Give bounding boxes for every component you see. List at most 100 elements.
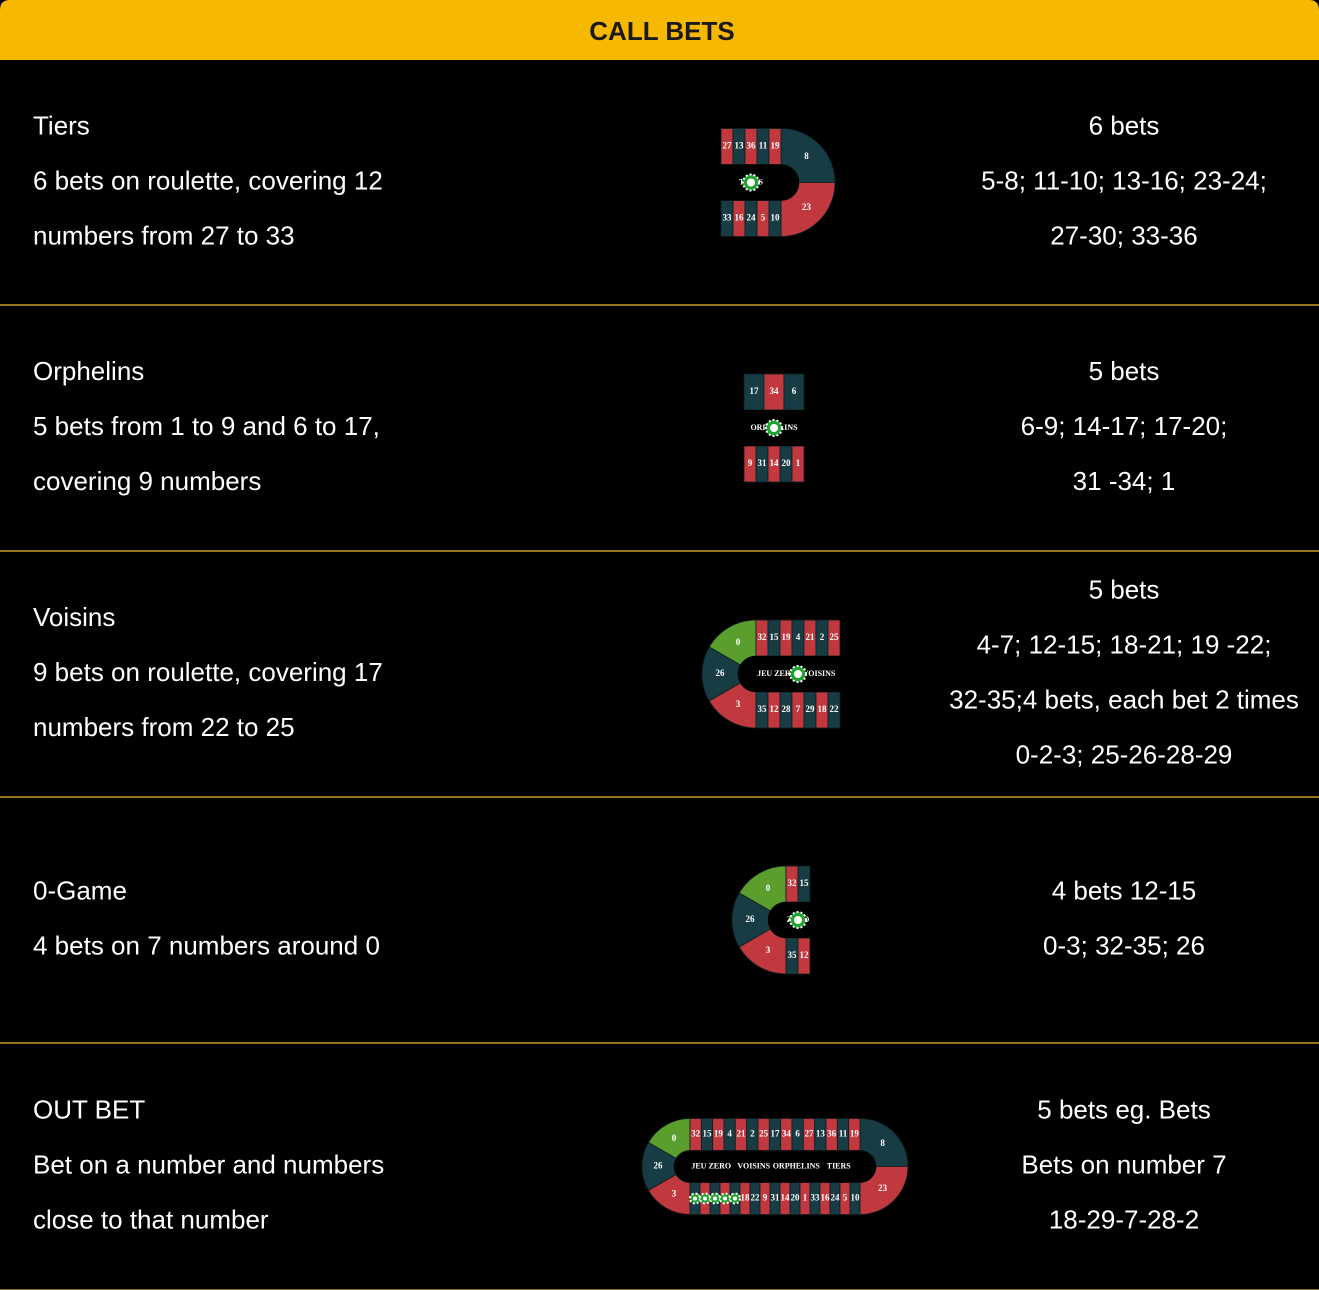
track-number: 23 [878,1183,888,1193]
track-number: 0 [766,883,771,893]
header-title: CALL BETS [589,16,734,46]
bet-detail: 31 -34; 1 [1073,466,1176,496]
track-label: VOISINS [803,669,836,678]
track-number: 13 [816,1129,826,1139]
chip-center [693,1196,697,1201]
bet-detail: 32-35;4 bets, each bet 2 times [949,684,1299,714]
track-number: 22 [830,704,840,714]
bet-detail: 6 bets [1089,110,1160,140]
track-number: 32 [691,1129,701,1139]
track-number: 3 [766,945,771,955]
track-number: 15 [770,632,780,642]
track-number: 34 [770,386,780,396]
row-name: Tiers [33,110,90,140]
track-number: 31 [758,458,768,468]
track-number: 32 [758,632,768,642]
track-number: 12 [770,704,780,714]
chip-center [713,1196,717,1201]
track-number: 1 [796,458,801,468]
bet-detail: 4-7; 12-15; 18-21; 19 -22; [977,629,1272,659]
track-number: 15 [800,878,810,888]
track-number: 10 [851,1193,861,1203]
track-number: 13 [735,141,745,151]
track-number: 16 [821,1193,831,1203]
track-number: 20 [782,458,792,468]
bet-detail: 6-9; 14-17; 17-20; [1021,411,1228,441]
track-label: JEU ZERO [691,1161,731,1170]
row-description: 9 bets on roulette, covering 17 [33,657,383,687]
row-name: Voisins [33,602,115,632]
track-number: 27 [805,1129,815,1139]
track-number: 29 [806,704,816,714]
track-number: 2 [750,1129,755,1139]
bet-detail: Bets on number 7 [1021,1149,1226,1179]
track-center [690,1150,860,1183]
track-number: 2 [820,632,825,642]
track-number: 0 [672,1133,677,1143]
track-number: 18 [818,704,828,714]
row-name: Orphelins [33,356,144,386]
track-number: 26 [746,914,756,924]
track-number: 16 [735,213,745,223]
track-number: 21 [806,632,816,642]
track-number: 18 [741,1193,751,1203]
chip-center [794,670,802,678]
track-number: 22 [751,1193,761,1203]
track-number: 27 [723,141,733,151]
track-label: TIERS [827,1161,852,1170]
chip-center [733,1196,737,1201]
chip-center [747,178,755,187]
track-number: 17 [750,386,760,396]
row-description: 6 bets on roulette, covering 12 [33,165,383,195]
track-number: 7 [796,704,801,714]
track-number: 35 [788,950,798,960]
track-number: 25 [830,632,840,642]
track-number: 6 [795,1129,800,1139]
track-number: 20 [791,1193,801,1203]
track-number: 33 [723,213,733,223]
bet-detail: 4 bets 12-15 [1052,875,1197,905]
track-number: 32 [788,878,798,888]
track-number: 19 [714,1129,724,1139]
track-number: 8 [804,151,809,161]
track-number: 33 [811,1193,821,1203]
track-number: 28 [782,704,792,714]
row-name: 0-Game [33,875,127,905]
track-number: 19 [771,141,781,151]
track-number: 31 [771,1193,781,1203]
bet-detail: 5 bets [1089,356,1160,386]
track-number: 36 [827,1129,837,1139]
track-label: VOISINS [737,1161,770,1170]
track-number: 4 [796,632,801,642]
row-description: close to that number [33,1204,269,1234]
track-number: 10 [771,213,781,223]
track-number: 9 [763,1193,768,1203]
track-number: 35 [758,704,768,714]
bet-detail: 5 bets [1089,574,1160,604]
track-number: 24 [831,1193,841,1203]
track-number: 6 [792,386,797,396]
track-number: 23 [802,202,812,212]
track-number: 19 [850,1129,860,1139]
track-number: 17 [771,1129,781,1139]
track-number: 5 [843,1193,848,1203]
track-number: 4 [727,1129,732,1139]
track-number: 26 [654,1161,664,1171]
row-description: 4 bets on 7 numbers around 0 [33,930,380,960]
chip-center [770,424,778,432]
track-number: 3 [672,1188,677,1198]
track-number: 11 [759,141,768,151]
chip-center [794,916,802,924]
row-description: numbers from 27 to 33 [33,220,295,250]
bet-detail: 5-8; 11-10; 13-16; 23-24; [981,165,1267,195]
track-label: ORPHELINS [773,1161,821,1170]
row-description: Bet on a number and numbers [33,1149,384,1179]
row-description: 5 bets from 1 to 9 and 6 to 17, [33,411,380,441]
track-number: 3 [736,699,741,709]
track-number: 11 [839,1129,848,1139]
track-number: 1 [803,1193,808,1203]
bet-detail: 0-2-3; 25-26-28-29 [1016,739,1233,769]
